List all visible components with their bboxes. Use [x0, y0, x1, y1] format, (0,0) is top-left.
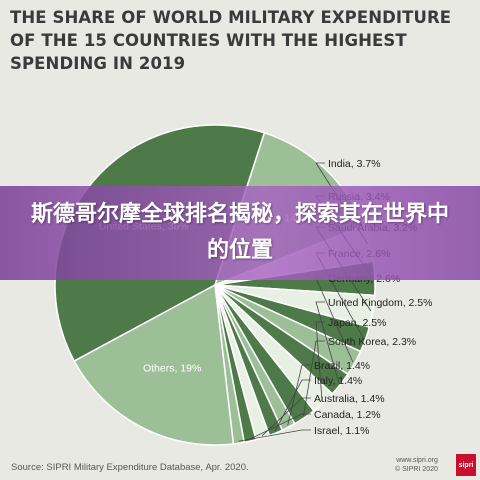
slice-label-brazil: Brazil, 1.4%: [314, 360, 370, 372]
slice-label-india: India, 3.7%: [328, 158, 381, 170]
slice-label-canada: Canada, 1.2%: [314, 409, 381, 421]
slice-label-united-kingdom: United Kingdom, 2.5%: [328, 297, 432, 309]
sipri-copyright: © SIPRI 2020: [395, 466, 438, 473]
leader-line-japan: [315, 321, 325, 402]
slice-label-others: Others, 19%: [143, 362, 201, 374]
leader-line-australia: [261, 397, 311, 437]
slice-label-australia: Australia, 1.4%: [314, 393, 385, 405]
pie-slice-others: [73, 283, 235, 446]
slice-label-japan: Japan, 2.5%: [328, 317, 386, 329]
leader-line-canada: [249, 413, 311, 440]
banner-headline: 斯德哥尔摩全球排名揭秘，探索其在世界中的位置: [30, 202, 449, 263]
sipri-credit: www.sipri.org © SIPRI 2020: [395, 456, 438, 474]
sipri-url[interactable]: www.sipri.org: [396, 457, 438, 464]
leader-line-israel: [238, 429, 311, 442]
leader-line-brazil: [287, 364, 311, 426]
chart-title: THE SHARE OF WORLD MILITARY EXPENDITURE …: [10, 8, 452, 73]
source-note: Source: SIPRI Military Expenditure Datab…: [11, 462, 249, 473]
leader-line-united-kingdom: [315, 301, 340, 384]
leader-line-south-korea: [303, 340, 325, 416]
sipri-logo: sipri: [456, 454, 476, 476]
slice-label-italy: Italy, 1.4%: [314, 375, 362, 387]
overlay-banner: 斯德哥尔摩全球排名揭秘，探索其在世界中的位置: [0, 186, 480, 280]
slice-label-israel: Israel, 1.1%: [314, 425, 369, 437]
slice-label-south-korea: South Korea, 2.3%: [328, 336, 416, 348]
leader-line-italy: [274, 379, 311, 432]
